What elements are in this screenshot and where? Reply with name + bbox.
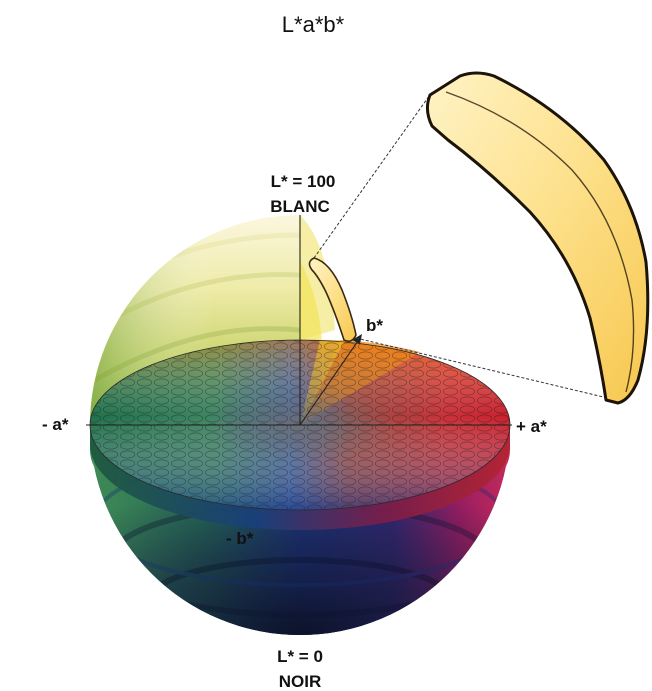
axes xyxy=(86,215,512,426)
large-banana xyxy=(425,71,650,405)
pos-a-label: + a* xyxy=(516,417,547,436)
neg-a-label: - a* xyxy=(42,415,69,434)
white-label: BLANC xyxy=(270,197,330,216)
zoom-lines xyxy=(313,91,617,401)
neg-b-label: - b* xyxy=(226,529,254,548)
b-axis-arrowhead xyxy=(352,334,362,344)
diagram-title: L*a*b* xyxy=(282,12,345,37)
l-top-label: L* = 100 xyxy=(271,172,336,191)
l-bottom-label: L* = 0 xyxy=(277,647,323,666)
pos-b-label: b* xyxy=(366,316,383,335)
disk-rim xyxy=(90,425,510,530)
black-label: NOIR xyxy=(279,672,322,691)
b-axis xyxy=(299,337,361,426)
